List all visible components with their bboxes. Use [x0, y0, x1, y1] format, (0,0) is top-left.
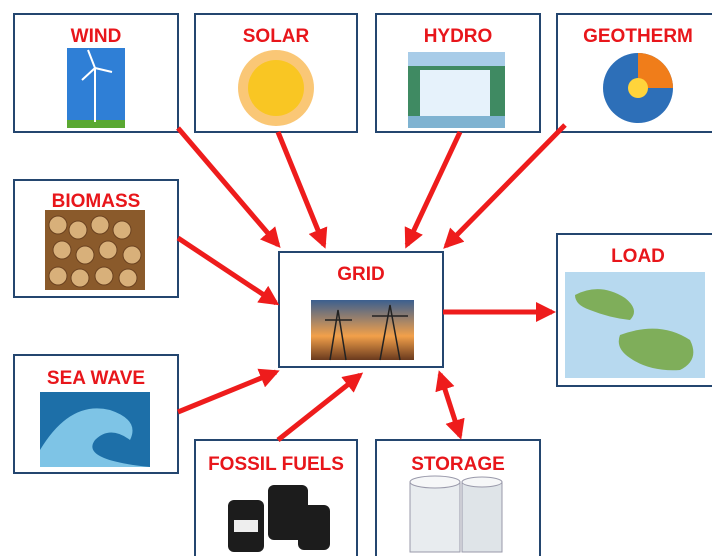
node-label: SEA WAVE	[47, 368, 145, 389]
node-label: HYDRO	[424, 26, 493, 47]
load-image	[565, 272, 705, 378]
node-label: SOLAR	[243, 26, 310, 47]
biomass-image	[45, 210, 145, 290]
arrow	[278, 375, 360, 440]
node-label: GEOTHERM	[583, 26, 693, 47]
node-label: WIND	[71, 26, 122, 47]
arrow	[446, 125, 565, 246]
wind-image	[67, 48, 125, 128]
node-label: BIOMASS	[52, 191, 141, 212]
geotherm-image	[603, 53, 673, 123]
arrow	[178, 372, 276, 412]
node-label: FOSSIL FUELS	[208, 454, 344, 475]
arrow	[178, 128, 278, 245]
arrow	[407, 132, 460, 245]
solar-image	[238, 50, 314, 126]
arrow	[178, 238, 276, 303]
storage-image	[410, 476, 502, 552]
node-label: STORAGE	[411, 454, 505, 475]
page: WIND SOLAR HYDRO GEOTHERM BIOMASS GRID L…	[0, 0, 712, 556]
grid-image	[311, 300, 414, 360]
arrow	[440, 374, 460, 436]
node-label: GRID	[337, 264, 385, 285]
diagram: WIND SOLAR HYDRO GEOTHERM BIOMASS GRID L…	[0, 0, 712, 556]
sea-wave-image	[40, 392, 150, 467]
arrow	[278, 132, 324, 245]
node-label: LOAD	[611, 246, 665, 267]
hydro-image	[408, 52, 505, 128]
